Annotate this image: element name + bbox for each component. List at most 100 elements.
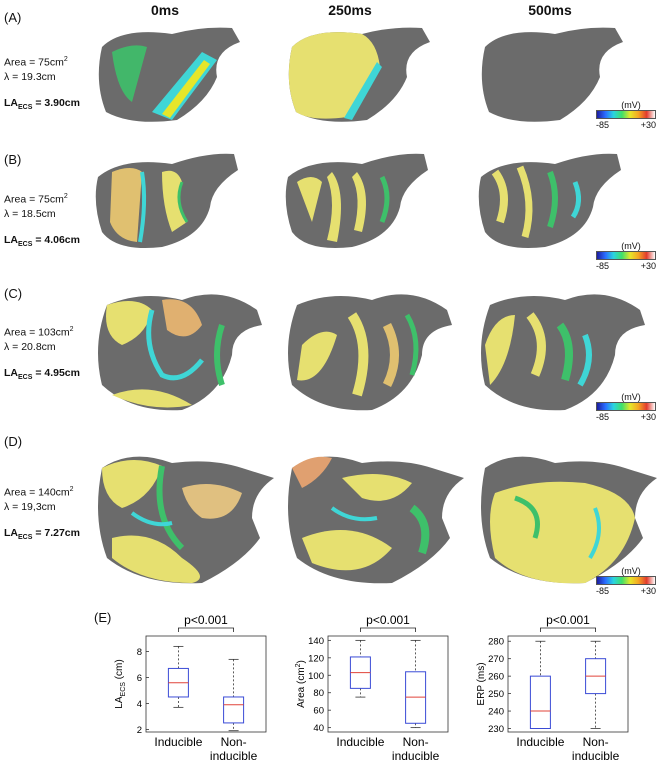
ytick-label: 280 bbox=[488, 637, 504, 648]
panel-c-la: LAECS = 4.95cm bbox=[4, 366, 80, 381]
significance-bracket bbox=[360, 627, 416, 632]
ytick-label: 240 bbox=[488, 707, 504, 718]
panel-a-area: Area = 75cm bbox=[4, 56, 64, 69]
ytick-label: 80 bbox=[313, 688, 324, 699]
xtick-label: Inducible bbox=[154, 735, 202, 749]
colorbar-d: (mV) -85 +30 bbox=[596, 566, 656, 596]
ylabel: Area (cm2) bbox=[295, 660, 307, 708]
colorbar-c-max: +30 bbox=[640, 412, 656, 422]
ytick-label: 40 bbox=[313, 723, 324, 734]
box-iqr bbox=[529, 675, 551, 730]
ytick-label: 60 bbox=[313, 706, 324, 717]
boxplot-2-axes: p<0.001 230 240 250 260 270 280 ERP (ms) bbox=[476, 613, 629, 735]
colorbar-b-min: -85 bbox=[596, 261, 610, 271]
panel-b-info: Area = 75cm2 λ = 18.5cm LAECS = 4.06cm bbox=[4, 190, 80, 252]
ytick-label: 270 bbox=[488, 654, 504, 665]
pvalue-label: p<0.001 bbox=[546, 613, 590, 627]
xtick-label: Inducible bbox=[336, 735, 384, 749]
colorbar-d-max: +30 bbox=[640, 586, 656, 596]
ytick-label: 4 bbox=[137, 699, 142, 710]
panel-b-lambda: λ = 18.5cm bbox=[4, 207, 56, 220]
heart-b-0ms bbox=[95, 153, 238, 248]
panel-d-lambda: λ = 19,3cm bbox=[4, 500, 56, 513]
ytick-label: 260 bbox=[488, 672, 504, 683]
colorbar-b: (mV) -85 +30 bbox=[596, 241, 656, 271]
panel-c-lambda: λ = 20.8cm bbox=[4, 340, 56, 353]
box-non-inducible: Non-inducible bbox=[572, 640, 620, 763]
box-inducible: Inducible bbox=[336, 639, 385, 749]
panel-a-lambda: λ = 19.3cm bbox=[4, 70, 56, 83]
significance-bracket bbox=[178, 627, 234, 632]
heart-b-500ms bbox=[478, 153, 621, 248]
ytick-label: 230 bbox=[488, 724, 504, 735]
column-header-0ms: 0ms bbox=[150, 2, 180, 18]
colorbar-a-max: +30 bbox=[640, 120, 656, 130]
colorbar-a-min: -85 bbox=[596, 120, 610, 130]
ytick-label: 8 bbox=[137, 647, 142, 658]
plot-frame bbox=[145, 635, 267, 733]
heart-d-0ms bbox=[98, 456, 274, 584]
panel-label-c: (C) bbox=[4, 286, 23, 301]
heart-a-250ms bbox=[288, 27, 430, 122]
panel-d-la: LAECS = 7.27cm bbox=[4, 526, 80, 541]
colorbar-c-min: -85 bbox=[596, 412, 610, 422]
colorbar-b-max: +30 bbox=[640, 261, 656, 271]
boxplot-1-axes: p<0.001 40 60 80 100 120 140 Area (cm2) bbox=[295, 613, 449, 734]
panel-a-la: LAECS = 3.90cm bbox=[4, 96, 80, 111]
boxplot-la-ecs: p<0.001 2 4 6 8 LAECS (cm) Inducible Non-induci… bbox=[114, 613, 267, 763]
panel-d-area-sup: 2 bbox=[69, 486, 74, 493]
ylabel: LAECS (cm) bbox=[114, 659, 127, 708]
panel-b-la: LAECS = 4.06cm bbox=[4, 233, 80, 248]
heart-c-0ms bbox=[98, 294, 262, 411]
heart-c-500ms bbox=[481, 294, 645, 411]
boxplot-area: p<0.001 40 60 80 100 120 140 Area (cm2) Inducibl… bbox=[295, 613, 449, 763]
box-inducible: Inducible bbox=[154, 645, 203, 749]
panel-label-e: (E) bbox=[94, 610, 112, 625]
boxplot-0-axes: p<0.001 2 4 6 8 LAECS (cm) bbox=[114, 613, 267, 736]
column-header-500ms: 500ms bbox=[528, 2, 572, 18]
panel-c-area: Area = 103cm bbox=[4, 326, 70, 339]
panel-b-area: Area = 75cm bbox=[4, 193, 64, 206]
panel-d-info: Area = 140cm2 λ = 19,3cm LAECS = 7.27cm bbox=[4, 483, 80, 545]
xtick-label: Non- bbox=[221, 735, 247, 749]
panel-c-area-sup: 2 bbox=[69, 326, 74, 333]
box-inducible: Inducible bbox=[516, 640, 565, 749]
column-header-250ms: 250ms bbox=[328, 2, 372, 18]
xtick-label: inducible bbox=[210, 749, 258, 763]
plot-frame bbox=[507, 635, 629, 733]
xtick-label: inducible bbox=[392, 749, 440, 763]
xtick-label: Inducible bbox=[516, 735, 564, 749]
heart-a-500ms bbox=[481, 27, 623, 122]
panel-a-area-sup: 2 bbox=[63, 56, 68, 63]
colorbar-b-gradient bbox=[596, 251, 656, 260]
panel-b-area-sup: 2 bbox=[63, 193, 68, 200]
colorbar-d-gradient bbox=[596, 576, 656, 585]
colorbar-a: (mV) -85 +30 bbox=[596, 100, 656, 130]
colorbar-c: (mV) -85 +30 bbox=[596, 392, 656, 422]
ylabel: ERP (ms) bbox=[476, 662, 487, 705]
box-iqr bbox=[223, 696, 245, 724]
ytick-label: 100 bbox=[308, 671, 324, 682]
box-non-inducible: Non-inducible bbox=[210, 658, 258, 763]
plot-frame bbox=[327, 635, 449, 733]
panel-label-b: (B) bbox=[4, 152, 22, 167]
box-non-inducible: Non-inducible bbox=[392, 639, 440, 763]
ytick-label: 120 bbox=[308, 653, 324, 664]
heart-b-250ms bbox=[285, 153, 428, 248]
ytick-label: 2 bbox=[137, 725, 142, 736]
heart-d-250ms bbox=[288, 456, 464, 584]
heart-d-500ms bbox=[481, 456, 657, 584]
colorbar-a-unit: (mV) bbox=[621, 100, 641, 110]
ytick-label: 250 bbox=[488, 689, 504, 700]
colorbar-c-gradient bbox=[596, 402, 656, 411]
pvalue-label: p<0.001 bbox=[184, 613, 228, 627]
colorbar-d-min: -85 bbox=[596, 586, 610, 596]
significance-bracket bbox=[540, 627, 596, 632]
panel-d-area: Area = 140cm bbox=[4, 486, 70, 499]
panel-label-a: (A) bbox=[4, 10, 22, 25]
heart-c-250ms bbox=[288, 294, 452, 411]
panel-label-d: (D) bbox=[4, 434, 23, 449]
panel-c-info: Area = 103cm2 λ = 20.8cm LAECS = 4.95cm bbox=[4, 323, 80, 385]
ytick-label: 6 bbox=[137, 673, 142, 684]
heart-a-0ms bbox=[98, 27, 240, 122]
